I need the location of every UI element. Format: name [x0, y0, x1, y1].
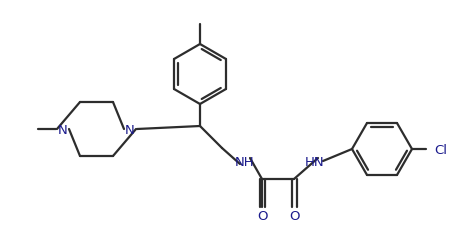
Text: HN: HN [305, 155, 325, 168]
Text: NH: NH [235, 155, 255, 168]
Text: N: N [125, 123, 135, 136]
Text: Cl: Cl [434, 143, 447, 156]
Text: O: O [289, 209, 299, 222]
Text: N: N [58, 123, 68, 136]
Text: O: O [257, 209, 267, 222]
